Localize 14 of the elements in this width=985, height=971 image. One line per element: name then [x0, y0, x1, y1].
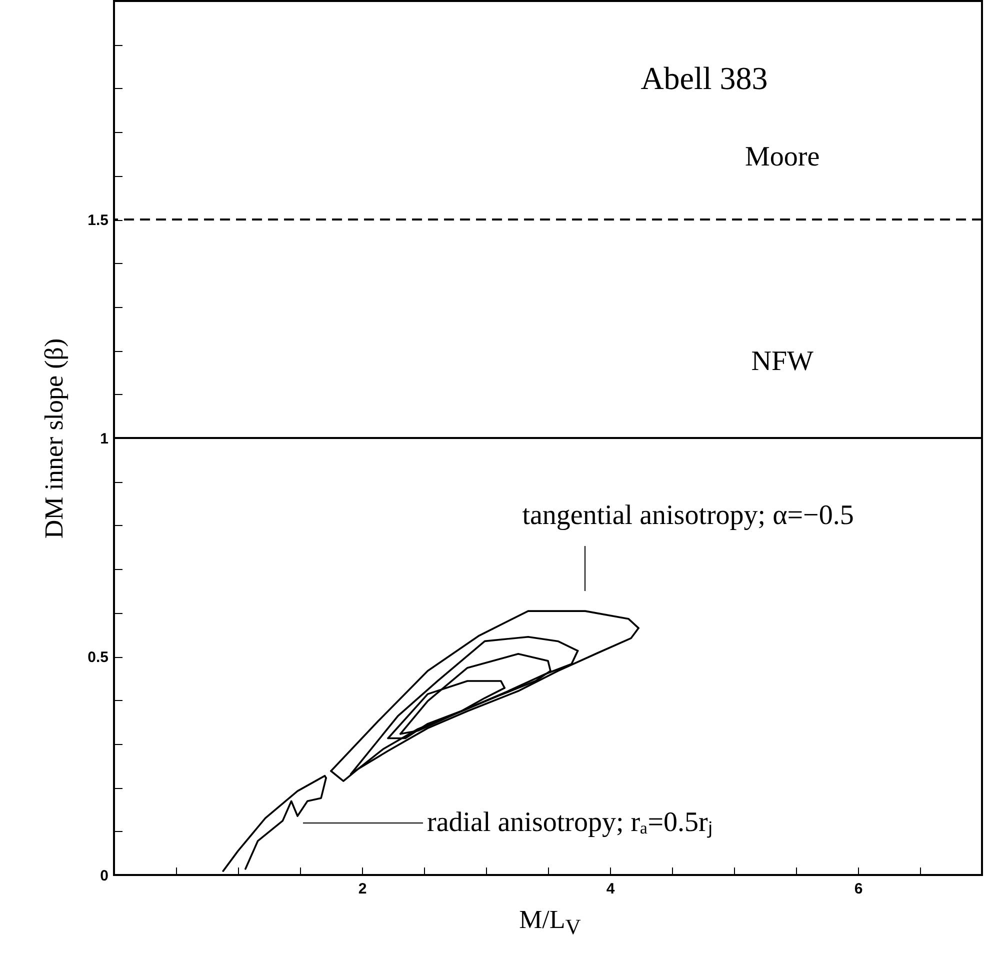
y-tick-label: 0 — [100, 868, 108, 884]
x-axis-title: M/L$_{V}$ — [518, 905, 582, 940]
ref-line-label: NFW — [751, 346, 814, 377]
x-tick-label: 2 — [358, 880, 367, 898]
annotation: radial anisotropy; rₐ=0.5rⱼ — [427, 807, 713, 838]
text: Abell 383 — [640, 60, 768, 96]
y-tick-label: 1.5 — [88, 212, 108, 229]
x-tick-label: 6 — [854, 880, 863, 898]
annotation: tangential anisotropy; α=−0.5 — [522, 500, 854, 531]
y-tick-label: 1 — [100, 430, 108, 448]
y-tick-label: 0.5 — [88, 649, 108, 666]
ref-line-label: Moore — [745, 142, 820, 172]
y-axis-title: DM inner slope (β) — [40, 338, 69, 539]
x-tick-label: 4 — [606, 880, 616, 898]
